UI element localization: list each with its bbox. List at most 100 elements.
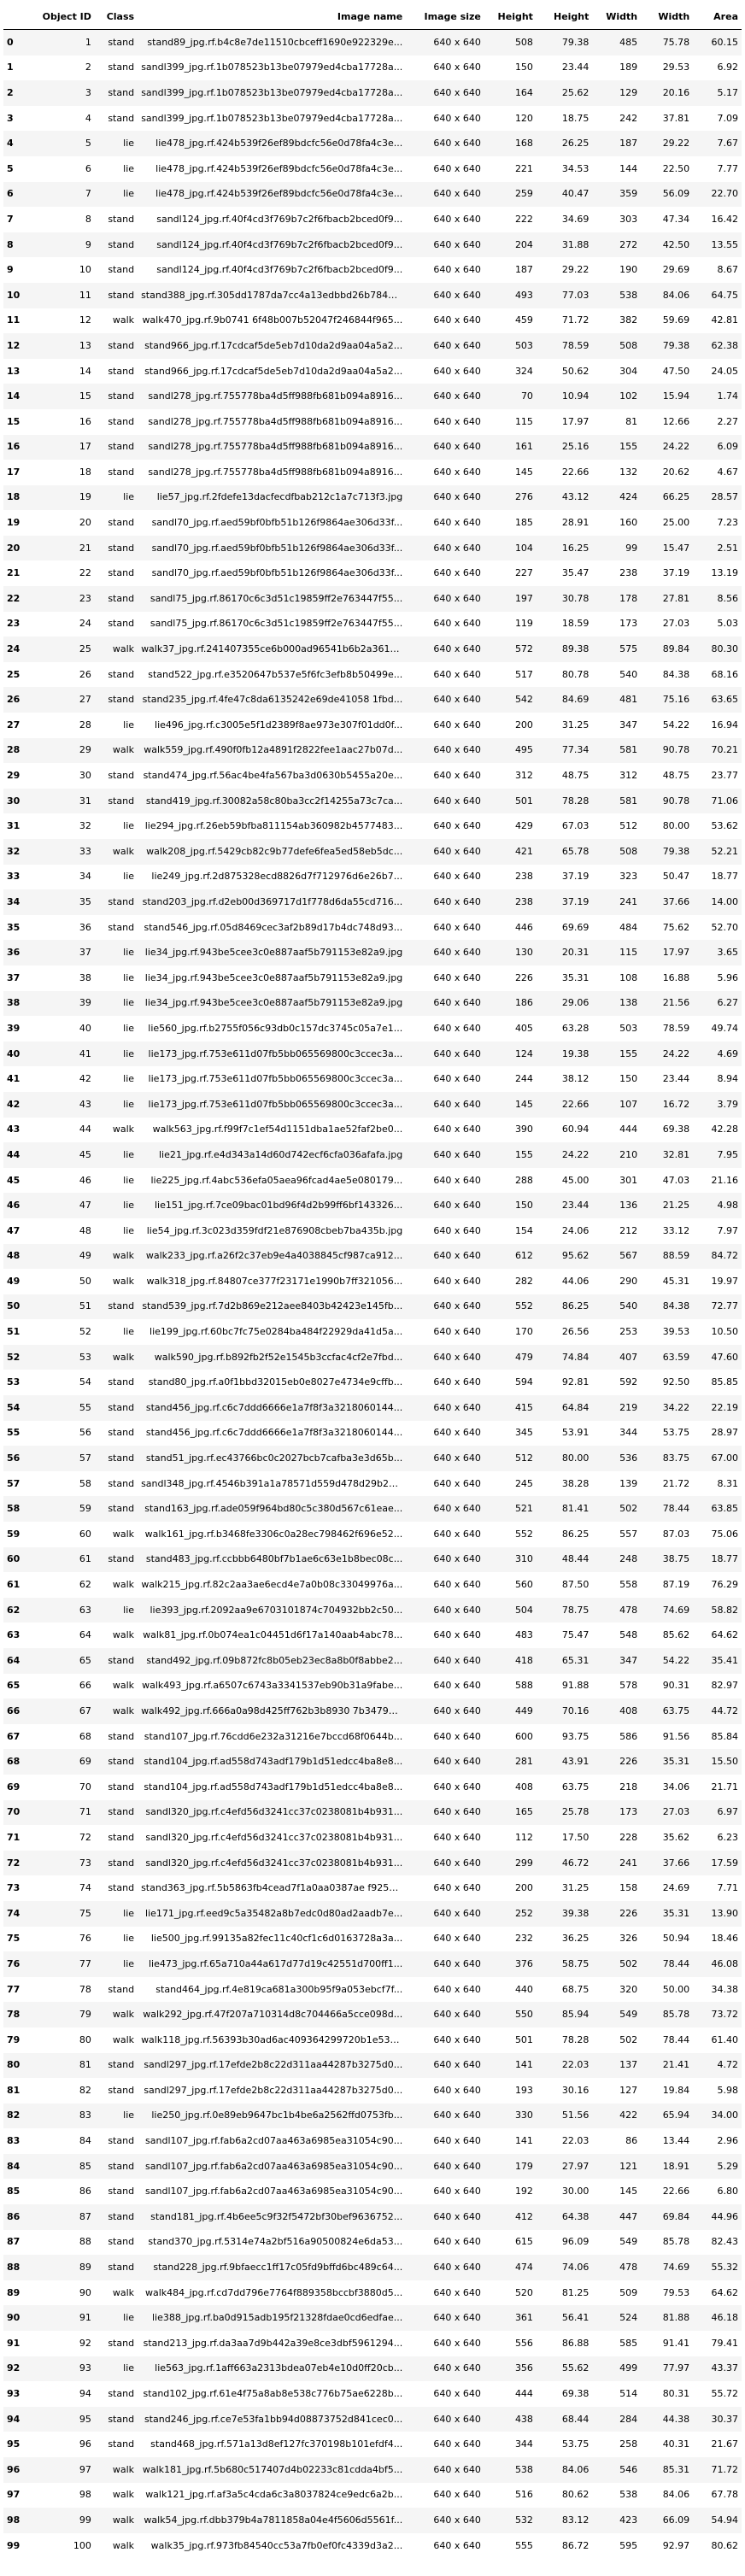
cell-width-pct: 24.22	[662, 441, 690, 453]
cell-index: 79	[7, 2033, 21, 2045]
table-row: 69 70 stand stand104_jpg.rf.ad558d743adf179…	[3, 1774, 742, 1800]
cell-height-px: 418	[514, 1654, 533, 1666]
cell-class: lie	[123, 188, 135, 200]
cell-height-pct: 23.44	[561, 1200, 590, 1212]
cell-width-px: 407	[619, 1351, 638, 1363]
cell-width-pct: 47.50	[662, 365, 690, 377]
cell-height-pct: 53.91	[561, 1427, 590, 1439]
cell-height-px: 412	[514, 2210, 533, 2222]
cell-width-px: 536	[619, 1452, 638, 1464]
cell-width-pct: 88.59	[662, 1250, 690, 1262]
table-row: 57 58 stand sandl348_jpg.rf.4546b391a1a7857…	[3, 1470, 742, 1497]
cell-image-name: stand80_jpg.rf.a0f1bbd32015eb0e8027e4734…	[148, 1376, 403, 1388]
cell-width-pct: 15.47	[662, 542, 690, 554]
cell-class: lie	[123, 997, 135, 1009]
cell-image-size: 640 x 640	[433, 2539, 481, 2551]
cell-height-pct: 96.09	[561, 2236, 590, 2248]
cell-object-id: 18	[79, 466, 91, 478]
table-row: 71 72 stand sandl320_jpg.rf.c4efd56d3241cc3…	[3, 1825, 742, 1851]
cell-class: lie	[123, 871, 135, 883]
cell-width-px: 499	[619, 2362, 638, 2374]
cell-height-px: 376	[514, 1957, 533, 1969]
cell-width-pct: 78.44	[662, 1957, 690, 1969]
cell-index: 3	[7, 112, 14, 124]
cell-area: 67.00	[711, 1452, 739, 1464]
cell-area: 79.41	[711, 2337, 739, 2349]
cell-height-px: 288	[514, 1174, 533, 1186]
cell-index: 98	[7, 2514, 21, 2526]
cell-width-pct: 85.78	[662, 2236, 690, 2248]
table-row: 37 38 lie lie34_jpg.rf.943be5cee3c0e887aaf5…	[3, 965, 742, 991]
cell-class: walk	[112, 744, 135, 756]
cell-image-name: lie199_jpg.rf.60bc7fc75e0284ba484f22929d…	[150, 1326, 403, 1338]
cell-index: 94	[7, 2413, 21, 2425]
cell-height-pct: 74.84	[561, 1351, 590, 1363]
cell-area: 30.37	[711, 2413, 739, 2425]
cell-height-px: 238	[514, 871, 533, 883]
cell-image-name: walk54_jpg.rf.dbb379b4a7811858a04e4f5606…	[144, 2514, 403, 2526]
table-row: 50 51 stand stand539_jpg.rf.7d2b869e212aee8…	[3, 1294, 742, 1320]
cell-height-pct: 75.47	[561, 1629, 590, 1641]
cell-image-name: lie54_jpg.rf.3c023d359fdf21e876908cbeb7b…	[146, 1224, 403, 1236]
cell-image-name: stand539_jpg.rf.7d2b869e212aee8403b42423…	[142, 1300, 403, 1312]
cell-class: stand	[108, 289, 135, 301]
cell-index: 95	[7, 2438, 21, 2450]
cell-image-name: lie225_jpg.rf.4abc536efa05aea96fcad4ae5e…	[150, 1174, 403, 1186]
cell-height-pct: 80.78	[561, 668, 590, 680]
cell-object-id: 23	[79, 592, 91, 604]
cell-area: 15.50	[711, 1756, 739, 1768]
cell-height-px: 221	[514, 162, 533, 174]
cell-width-px: 485	[619, 36, 638, 48]
cell-width-px: 136	[619, 1200, 638, 1212]
cell-height-pct: 80.62	[561, 2489, 590, 2501]
cell-width-pct: 25.00	[662, 517, 690, 529]
cell-class: walk	[112, 1680, 135, 1692]
cell-height-pct: 18.75	[561, 112, 590, 124]
cell-height-pct: 60.94	[561, 1124, 590, 1135]
cell-image-size: 640 x 640	[433, 188, 481, 200]
cell-index: 49	[7, 1275, 21, 1287]
cell-width-pct: 75.78	[662, 36, 690, 48]
cell-index: 29	[7, 770, 21, 782]
cell-height-pct: 25.78	[561, 1806, 590, 1818]
cell-object-id: 100	[73, 2539, 91, 2551]
cell-height-pct: 69.69	[561, 921, 590, 933]
cell-height-pct: 74.06	[561, 2262, 590, 2274]
cell-image-name: stand474_jpg.rf.56ac4be4fa567ba3d0630b54…	[143, 770, 403, 782]
cell-class: walk	[112, 1250, 135, 1262]
cell-class: stand	[108, 2059, 135, 2071]
cell-image-name: stand522_jpg.rf.e3520647b537e5f6fc3efb8b…	[148, 668, 403, 680]
cell-area: 70.21	[711, 744, 739, 756]
table-row: 7 8 stand sandl124_jpg.rf.40f4cd3f769b7c2f6…	[3, 207, 742, 232]
cell-area: 49.74	[711, 1022, 739, 1034]
cell-width-px: 424	[619, 491, 638, 503]
cell-area: 67.78	[711, 2489, 739, 2501]
cell-image-size: 640 x 640	[433, 339, 481, 351]
cell-height-px: 193	[514, 2084, 533, 2096]
table-row: 16 17 stand sandl278_jpg.rf.755778ba4d5ff98…	[3, 434, 742, 461]
cell-image-name: walk292_jpg.rf.47f207a710314d8c704466a5c…	[143, 2009, 403, 2021]
cell-image-name: stand235_jpg.rf.4fe47c8da6135242e69de410…	[142, 694, 403, 706]
cell-image-size: 640 x 640	[433, 668, 481, 680]
cell-image-size: 640 x 640	[433, 264, 481, 276]
cell-area: 53.62	[711, 820, 739, 832]
cell-width-pct: 74.69	[662, 1604, 690, 1616]
cell-image-name: lie563_jpg.rf.1aff663a2313bdea07eb4e10d0…	[155, 2362, 403, 2374]
cell-width-pct: 33.12	[662, 1224, 690, 1236]
table-row: 64 65 stand stand492_jpg.rf.09b872fc8b05eb2…	[3, 1648, 742, 1674]
cell-height-px: 449	[514, 1705, 533, 1716]
cell-area: 72.77	[711, 1300, 739, 1312]
cell-width-pct: 48.75	[662, 770, 690, 782]
cell-width-pct: 91.56	[662, 1730, 690, 1742]
cell-width-px: 178	[619, 592, 638, 604]
cell-image-size: 640 x 640	[433, 415, 481, 427]
cell-class: walk	[112, 1275, 135, 1287]
cell-height-px: 446	[514, 921, 533, 933]
cell-height-pct: 22.03	[561, 2059, 590, 2071]
cell-image-name: sandl70_jpg.rf.aed59bf0bfb51b126f9864ae3…	[151, 517, 403, 529]
cell-width-pct: 83.75	[662, 1452, 690, 1464]
cell-width-px: 447	[619, 2210, 638, 2222]
cell-width-pct: 37.66	[662, 895, 690, 907]
table-row: 51 52 lie lie199_jpg.rf.60bc7fc75e0284ba484…	[3, 1319, 742, 1345]
cell-object-id: 10	[79, 264, 91, 276]
